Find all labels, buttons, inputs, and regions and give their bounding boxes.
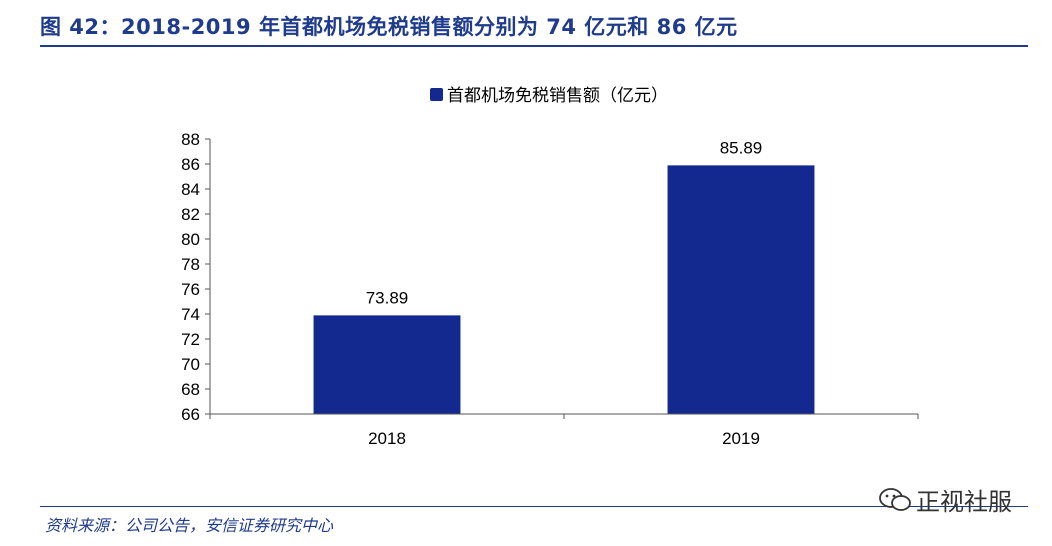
data-label-2019: 85.89 bbox=[720, 138, 763, 157]
title-divider bbox=[40, 45, 1028, 47]
source-note: 资料来源：公司公告，安信证券研究中心 bbox=[45, 516, 334, 535]
bar-2018 bbox=[313, 315, 461, 414]
watermark: 正视社服 bbox=[878, 482, 1012, 517]
figure-title: 图 42：2018-2019 年首都机场免税销售额分别为 74 亿元和 86 亿… bbox=[40, 15, 738, 39]
y-tick-label: 84 bbox=[181, 180, 200, 199]
y-tick-label: 74 bbox=[181, 305, 200, 324]
y-tick-label: 72 bbox=[181, 330, 200, 349]
x-tick-label: 2019 bbox=[722, 429, 760, 448]
y-tick-label: 78 bbox=[181, 255, 200, 274]
chart-legend: 首都机场免税销售额（亿元） bbox=[430, 86, 668, 105]
watermark-text: 正视社服 bbox=[916, 488, 1012, 516]
y-tick-label: 76 bbox=[181, 280, 200, 299]
x-axis: 2018 2019 bbox=[209, 413, 919, 448]
wechat-bubble-icon bbox=[879, 487, 911, 511]
data-label-2018: 73.89 bbox=[366, 288, 409, 307]
y-axis: 66 68 70 72 74 76 78 80 82 84 86 88 bbox=[181, 130, 211, 424]
legend-label: 首都机场免税销售额（亿元） bbox=[447, 86, 668, 105]
y-tick-label: 86 bbox=[181, 155, 200, 174]
legend-swatch bbox=[430, 88, 443, 101]
y-tick-label: 80 bbox=[181, 230, 200, 249]
y-tick-label: 66 bbox=[181, 405, 200, 424]
y-tick-label: 88 bbox=[181, 130, 200, 149]
y-tick-label: 82 bbox=[181, 205, 200, 224]
footer-divider bbox=[40, 506, 1028, 507]
bars: 73.89 85.89 bbox=[313, 138, 815, 414]
y-tick-label: 70 bbox=[181, 355, 200, 374]
x-tick-label: 2018 bbox=[368, 429, 406, 448]
y-tick-label: 68 bbox=[181, 380, 200, 399]
bar-2019 bbox=[667, 165, 815, 414]
